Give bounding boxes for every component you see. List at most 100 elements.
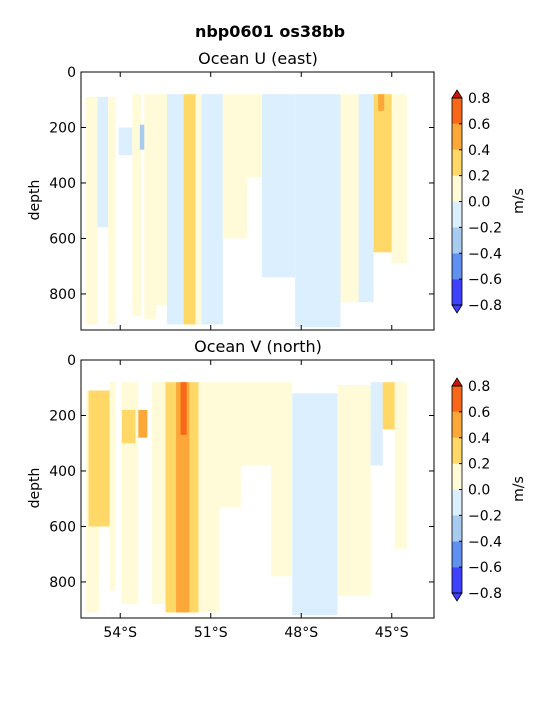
data-band xyxy=(108,96,116,325)
colorbar-tick-label: −0.4 xyxy=(468,246,502,262)
colorbar-tick-label: 0.2 xyxy=(468,457,490,473)
data-band xyxy=(195,94,202,325)
data-band xyxy=(198,382,220,613)
colorbar-segment xyxy=(452,279,462,305)
data-band xyxy=(340,94,359,303)
y-tick-label: 400 xyxy=(49,464,76,480)
ylabel-v: depth xyxy=(27,468,43,509)
colorbar-tick-label: 0.0 xyxy=(468,195,490,211)
colorbar-tick-label: 0.4 xyxy=(468,143,490,159)
data-band xyxy=(295,94,341,328)
colorbar-segment xyxy=(452,463,462,490)
panel-title-u: Ocean U (east) xyxy=(198,49,318,68)
data-band xyxy=(262,94,296,278)
y-tick-label: 400 xyxy=(49,176,76,192)
colorbar-segment xyxy=(452,386,462,412)
data-band xyxy=(118,127,133,156)
data-band xyxy=(222,94,247,239)
colorbar-segment xyxy=(452,411,462,438)
data-band xyxy=(189,382,199,613)
data-band xyxy=(219,382,241,508)
y-tick-label: 800 xyxy=(49,575,76,591)
y-tick-label: 0 xyxy=(67,353,76,369)
colorbar-segment xyxy=(452,123,462,150)
x-tick-label: 54°S xyxy=(103,625,137,641)
data-band xyxy=(139,124,145,150)
colorbar-u: −0.8 −0.6 −0.4 −0.2 0.0 0.2 0.4 0.6 0.8 xyxy=(451,89,502,314)
x-tick-label: 48°S xyxy=(284,625,318,641)
data-band xyxy=(85,96,98,325)
colorbar-segment xyxy=(452,567,462,593)
data-band xyxy=(151,382,167,605)
colorbar-segment xyxy=(452,98,462,124)
colorbar-tick-label: 0.2 xyxy=(468,169,490,185)
data-band xyxy=(156,94,167,306)
figure-suptitle: nbp0601 os38bb xyxy=(195,22,345,41)
colorbar-extend-max xyxy=(451,89,463,99)
colorbar-tick-label: 0.8 xyxy=(468,91,490,107)
y-tick-label: 200 xyxy=(49,408,76,424)
y-tick-label: 0 xyxy=(67,65,76,81)
colorbar-label-u: m/s xyxy=(511,188,527,214)
data-band xyxy=(132,94,142,317)
x-tick-label: 45°S xyxy=(375,625,409,641)
colorbar-segment xyxy=(452,489,462,516)
colorbar-tick-label: −0.8 xyxy=(468,298,502,314)
data-band xyxy=(138,409,148,438)
colorbar-tick-label: 0.8 xyxy=(468,379,490,395)
data-band xyxy=(240,382,272,466)
y-tick-label: 800 xyxy=(49,287,76,303)
data-band xyxy=(201,94,223,325)
plot-area-v: 0 200 400 600 800 54°S 51°S 48°S 45°S xyxy=(49,353,435,641)
colorbar-tick-label: 0.6 xyxy=(468,405,490,421)
colorbar-segment xyxy=(452,175,462,202)
colorbar-segment xyxy=(452,149,462,176)
axes-frame xyxy=(80,71,435,331)
y-tick-label: 600 xyxy=(49,519,76,535)
data-band xyxy=(373,94,392,253)
colorbar-tick-label: 0.6 xyxy=(468,117,490,133)
colorbar-label-v: m/s xyxy=(511,476,527,502)
data-band xyxy=(370,382,383,466)
data-band xyxy=(88,390,110,527)
panel-ocean-v: Ocean V (north) depth 0 200 400 600 800 54°S 5… xyxy=(27,337,527,641)
colorbar-segment xyxy=(452,253,462,280)
data-band xyxy=(292,393,338,616)
x-tick-label: 51°S xyxy=(194,625,228,641)
colorbar-segment xyxy=(452,227,462,254)
data-band xyxy=(165,382,177,613)
colorbar-segment xyxy=(452,515,462,542)
colorbar-tick-label: −0.6 xyxy=(468,560,502,576)
data-band xyxy=(180,382,187,435)
y-tick-label: 200 xyxy=(49,120,76,136)
data-band xyxy=(378,94,385,111)
colorbar-tick-label: −0.2 xyxy=(468,508,502,524)
colorbar-segment xyxy=(452,437,462,464)
data-band xyxy=(382,382,395,430)
data-band xyxy=(144,94,157,319)
data-band xyxy=(358,94,374,303)
colorbar-tick-label: −0.2 xyxy=(468,220,502,236)
colorbar-tick-label: −0.6 xyxy=(468,272,502,288)
data-band xyxy=(97,96,109,228)
data-band xyxy=(394,382,407,549)
data-band xyxy=(176,382,190,613)
axes-frame xyxy=(80,359,435,619)
colorbar-tick-label: −0.4 xyxy=(468,534,502,550)
data-band xyxy=(391,94,407,264)
colorbar-tick-label: −0.8 xyxy=(468,586,502,602)
data-band xyxy=(109,382,116,591)
y-tick-label: 600 xyxy=(49,231,76,247)
colorbar-v: −0.8 −0.6 −0.4 −0.2 0.0 0.2 0.4 0.6 0.8 xyxy=(451,377,502,602)
data-band xyxy=(246,94,263,178)
colorbar-extend-max xyxy=(451,377,463,387)
colorbar-tick-label: 0.4 xyxy=(468,431,490,447)
data-band xyxy=(166,94,184,325)
colorbar-tick-label: 0.0 xyxy=(468,483,490,499)
ylabel-u: depth xyxy=(27,180,43,221)
data-band xyxy=(183,94,196,325)
colorbar-segment xyxy=(452,541,462,568)
plot-area-u: 0 200 400 600 800 xyxy=(49,65,435,331)
